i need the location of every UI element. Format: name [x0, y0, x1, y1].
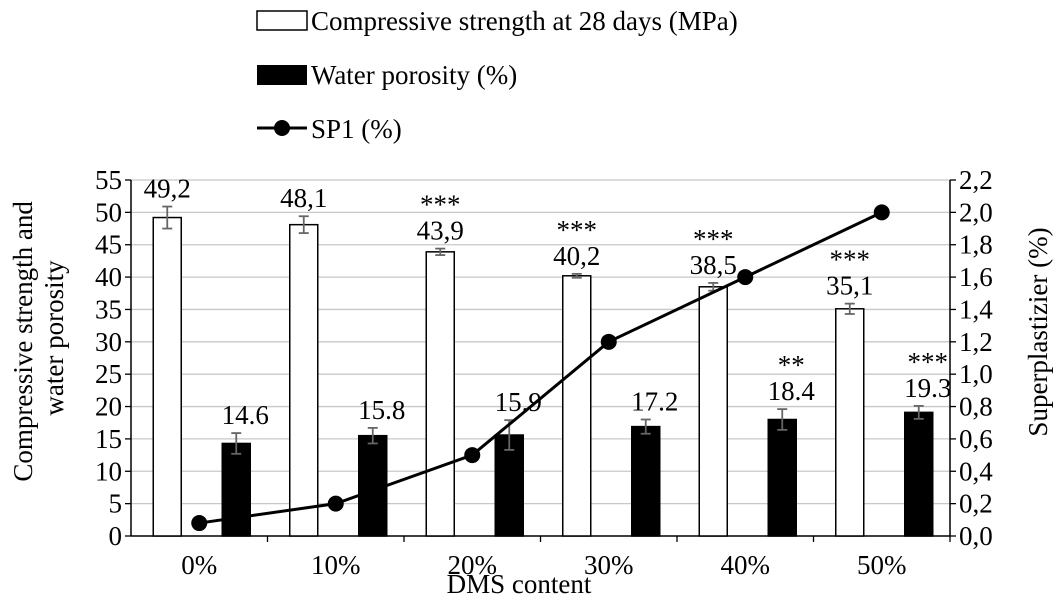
y-right-tick-label: 1,4 — [959, 294, 993, 324]
y-right-tick-label: 2,0 — [959, 197, 993, 227]
legend-item-water-porosity: Water porosity (%) — [257, 60, 517, 90]
compressive-strength-significance: *** — [420, 190, 461, 220]
y-axis-left-title: Compressive strength and water porosity — [8, 194, 69, 481]
sp1-point — [737, 269, 754, 286]
water-porosity-data-label: 18.4 — [768, 376, 816, 406]
y-left-tick-label: 15 — [95, 424, 122, 454]
water-porosity-data-label: 17.2 — [631, 386, 678, 416]
compressive-strength-data-label: 40,2 — [553, 241, 600, 271]
legend-swatch-compressive-strength — [256, 10, 308, 31]
compressive-strength-bar — [698, 286, 728, 537]
x-tick-label: 20% — [448, 550, 498, 580]
y-left-tick-label: 35 — [95, 294, 122, 324]
compressive-strength-data-label: 38,5 — [690, 250, 737, 280]
legend-marker-sp1 — [274, 120, 290, 136]
compressive-strength-bar — [289, 223, 319, 537]
y-left-tick-label: 25 — [95, 359, 122, 389]
water-porosity-significance: *** — [908, 347, 949, 377]
y-left-tick-label: 10 — [95, 456, 122, 486]
water-porosity-data-label: 19.3 — [904, 373, 951, 403]
x-tick-label: 30% — [584, 550, 634, 580]
y-left-tick-label: 5 — [109, 489, 123, 519]
y-right-tick-label: 0,2 — [959, 489, 993, 519]
water-porosity-bar — [631, 425, 661, 537]
y-right-tick-label: 0,0 — [959, 521, 993, 551]
compressive-strength-bar — [562, 275, 592, 537]
y-left-tick-label: 30 — [95, 327, 122, 357]
sp1-point — [600, 333, 617, 350]
compressive-strength-significance: *** — [693, 224, 734, 254]
compressive-strength-data-label: 35,1 — [826, 271, 873, 301]
y-left-tick-label: 0 — [109, 521, 123, 551]
legend-item-compressive-strength: Compressive strength at 28 days (MPa) — [256, 6, 738, 36]
legend: Compressive strength at 28 days (MPa) Wa… — [256, 6, 738, 144]
y-right-tick-label: 0,4 — [959, 456, 993, 486]
y-left-tick-label: 20 — [95, 392, 122, 422]
legend-swatch-water-porosity — [257, 65, 307, 85]
y-axis-left-title-line2: water porosity — [39, 260, 69, 416]
water-porosity-bar — [494, 434, 524, 537]
water-porosity-data-label: 14.6 — [222, 400, 269, 430]
y-axis-left-title-line1: Compressive strength and — [8, 201, 38, 482]
legend-label-water-porosity: Water porosity (%) — [311, 60, 517, 90]
compressive-strength-bar — [835, 308, 865, 537]
y-left-tick-label: 55 — [95, 165, 122, 195]
y-right-tick-label: 1,6 — [959, 262, 993, 292]
y-right-tick-label: 1,8 — [959, 230, 993, 260]
compressive-strength-significance: *** — [557, 215, 598, 245]
y-right-tick-label: 1,0 — [959, 359, 993, 389]
x-tick-label: 40% — [721, 550, 771, 580]
y-right-tick-label: 0,6 — [959, 424, 993, 454]
legend-item-sp1: SP1 (%) — [257, 114, 402, 144]
water-porosity-bar — [767, 418, 797, 537]
compressive-strength-data-label: 43,9 — [417, 216, 464, 246]
y-left-tick-label: 50 — [95, 197, 122, 227]
x-tick-label: 10% — [311, 550, 361, 580]
water-porosity-bar — [904, 411, 934, 537]
x-tick-label: 0% — [181, 550, 217, 580]
water-porosity-significance: ** — [778, 350, 805, 380]
y-left-tick-label: 40 — [95, 262, 122, 292]
water-porosity-bar — [221, 442, 251, 537]
x-axis-title: DMS content — [447, 569, 592, 599]
legend-label-compressive-strength: Compressive strength at 28 days (MPa) — [311, 6, 738, 36]
y-right-tick-label: 2,2 — [959, 165, 993, 195]
water-porosity-data-label: 15.8 — [358, 395, 405, 425]
sp1-point — [464, 447, 481, 464]
y-right-tick-label: 0,8 — [959, 392, 993, 422]
sp1-point — [873, 204, 890, 221]
compressive-strength-data-label: 48,1 — [280, 183, 327, 213]
y-right-tick-label: 1,2 — [959, 327, 993, 357]
sp1-line — [199, 211, 883, 525]
legend-label-sp1: SP1 (%) — [311, 114, 402, 144]
y-axis-right-title: Superplastizier (%) — [1023, 227, 1053, 436]
y-left-tick-label: 45 — [95, 230, 122, 260]
sp1-point — [327, 495, 344, 512]
compressive-strength-data-label: 49,2 — [144, 174, 191, 204]
compressive-strength-bar — [152, 216, 182, 537]
x-tick-label: 50% — [857, 550, 907, 580]
compressive-strength-significance: *** — [830, 245, 871, 275]
sp1-point — [191, 515, 208, 532]
compressive-strength-bar — [425, 251, 455, 537]
